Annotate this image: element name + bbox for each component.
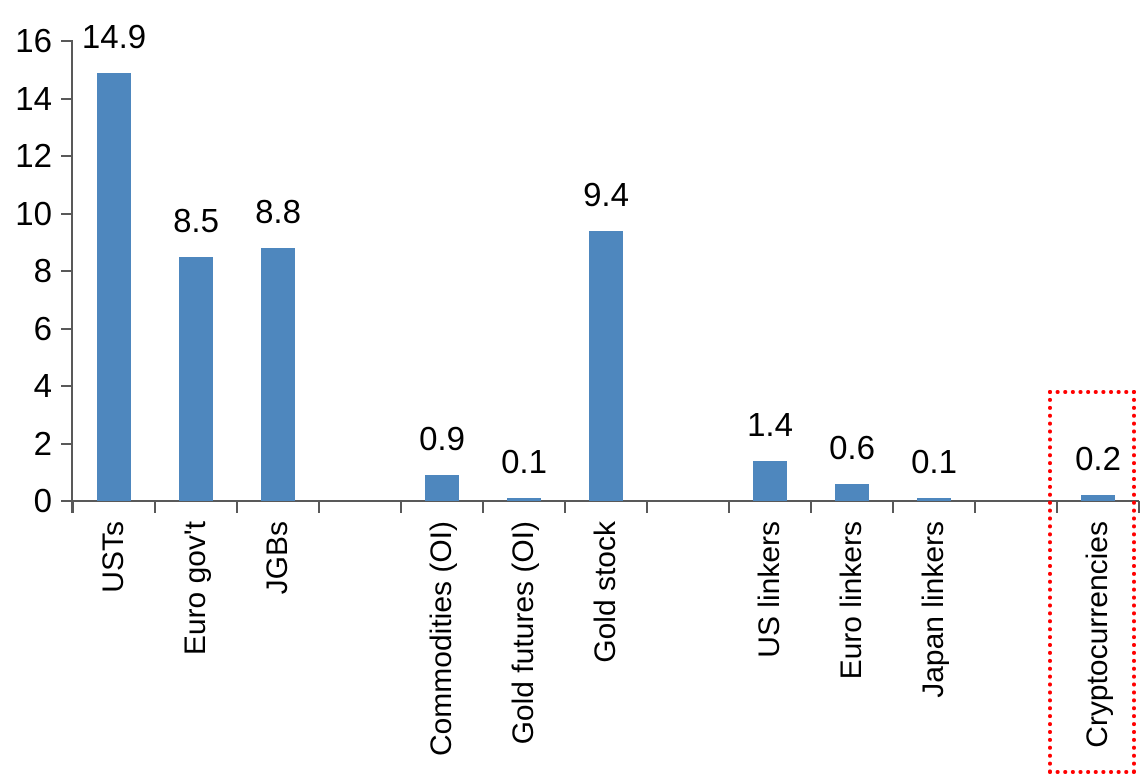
bar <box>179 257 213 501</box>
bar <box>507 498 541 501</box>
x-axis-tick <box>892 501 894 513</box>
y-axis-tick <box>61 327 73 330</box>
y-axis-tick-label: 10 <box>15 194 52 232</box>
bar-value-label: 0.9 <box>419 420 465 457</box>
y-axis-tick <box>61 155 73 157</box>
category-label: Gold stock <box>589 521 622 663</box>
x-axis-tick <box>318 501 320 513</box>
bar-value-label: 8.8 <box>255 193 301 230</box>
y-axis-tick-label: 4 <box>33 367 52 404</box>
bar-value-label: 14.9 <box>81 18 147 55</box>
bar-value-label: 9.4 <box>583 176 629 213</box>
category-label: US linkers <box>753 521 786 658</box>
bar <box>1081 495 1115 501</box>
y-axis-tick <box>61 212 73 215</box>
y-axis-tick-label: 6 <box>33 309 52 347</box>
y-axis-tick-label: 14 <box>15 79 52 117</box>
bar <box>425 475 459 501</box>
x-axis-line <box>61 500 1139 502</box>
bar <box>261 248 295 501</box>
x-axis-tick <box>236 501 238 513</box>
category-label: Japan linkers <box>917 521 950 698</box>
y-axis-tick <box>61 270 73 272</box>
x-axis-tick <box>810 501 812 513</box>
category-label: Euro linkers <box>835 521 868 680</box>
x-axis-tick <box>564 501 566 513</box>
bar-value-label: 1.4 <box>747 406 793 443</box>
x-axis-tick <box>1056 501 1058 513</box>
y-axis-tick <box>61 500 73 502</box>
y-axis-tick-label: 12 <box>15 137 52 174</box>
x-axis-tick <box>728 501 730 513</box>
bar <box>589 231 623 501</box>
category-label: JGBs <box>261 521 294 595</box>
category-label: Commodities (OI) <box>425 521 458 757</box>
y-axis-tick-label: 0 <box>33 482 52 519</box>
y-axis-tick-label: 8 <box>33 252 52 289</box>
y-axis-tick-label: 2 <box>33 424 52 462</box>
highlight-box <box>1048 390 1136 774</box>
category-label: Gold futures (OI) <box>507 521 540 745</box>
y-axis-tick <box>61 442 73 445</box>
x-axis-tick <box>154 501 156 513</box>
bar <box>835 484 869 501</box>
y-axis-tick <box>61 40 73 42</box>
bar <box>753 461 787 501</box>
x-axis-tick <box>72 501 74 513</box>
category-label: USTs <box>97 521 130 593</box>
bar-value-label: 0.1 <box>911 443 957 480</box>
x-axis-tick <box>646 501 648 513</box>
y-axis-tick <box>61 97 73 100</box>
y-axis-tick <box>61 385 73 387</box>
x-axis-tick <box>400 501 402 513</box>
x-axis-tick <box>1138 501 1140 513</box>
category-label: Euro gov't <box>179 521 212 656</box>
y-axis-line <box>71 41 73 513</box>
bar-value-label: 0.6 <box>829 429 875 466</box>
bar-value-label: 8.5 <box>173 202 219 239</box>
bar <box>97 73 131 501</box>
bar <box>917 498 951 501</box>
bar-value-label: 0.1 <box>501 443 547 480</box>
y-axis-tick-label: 16 <box>15 22 52 59</box>
bar-value-label: 0.2 <box>1075 440 1121 477</box>
x-axis-tick <box>482 501 484 513</box>
x-axis-tick <box>974 501 976 513</box>
